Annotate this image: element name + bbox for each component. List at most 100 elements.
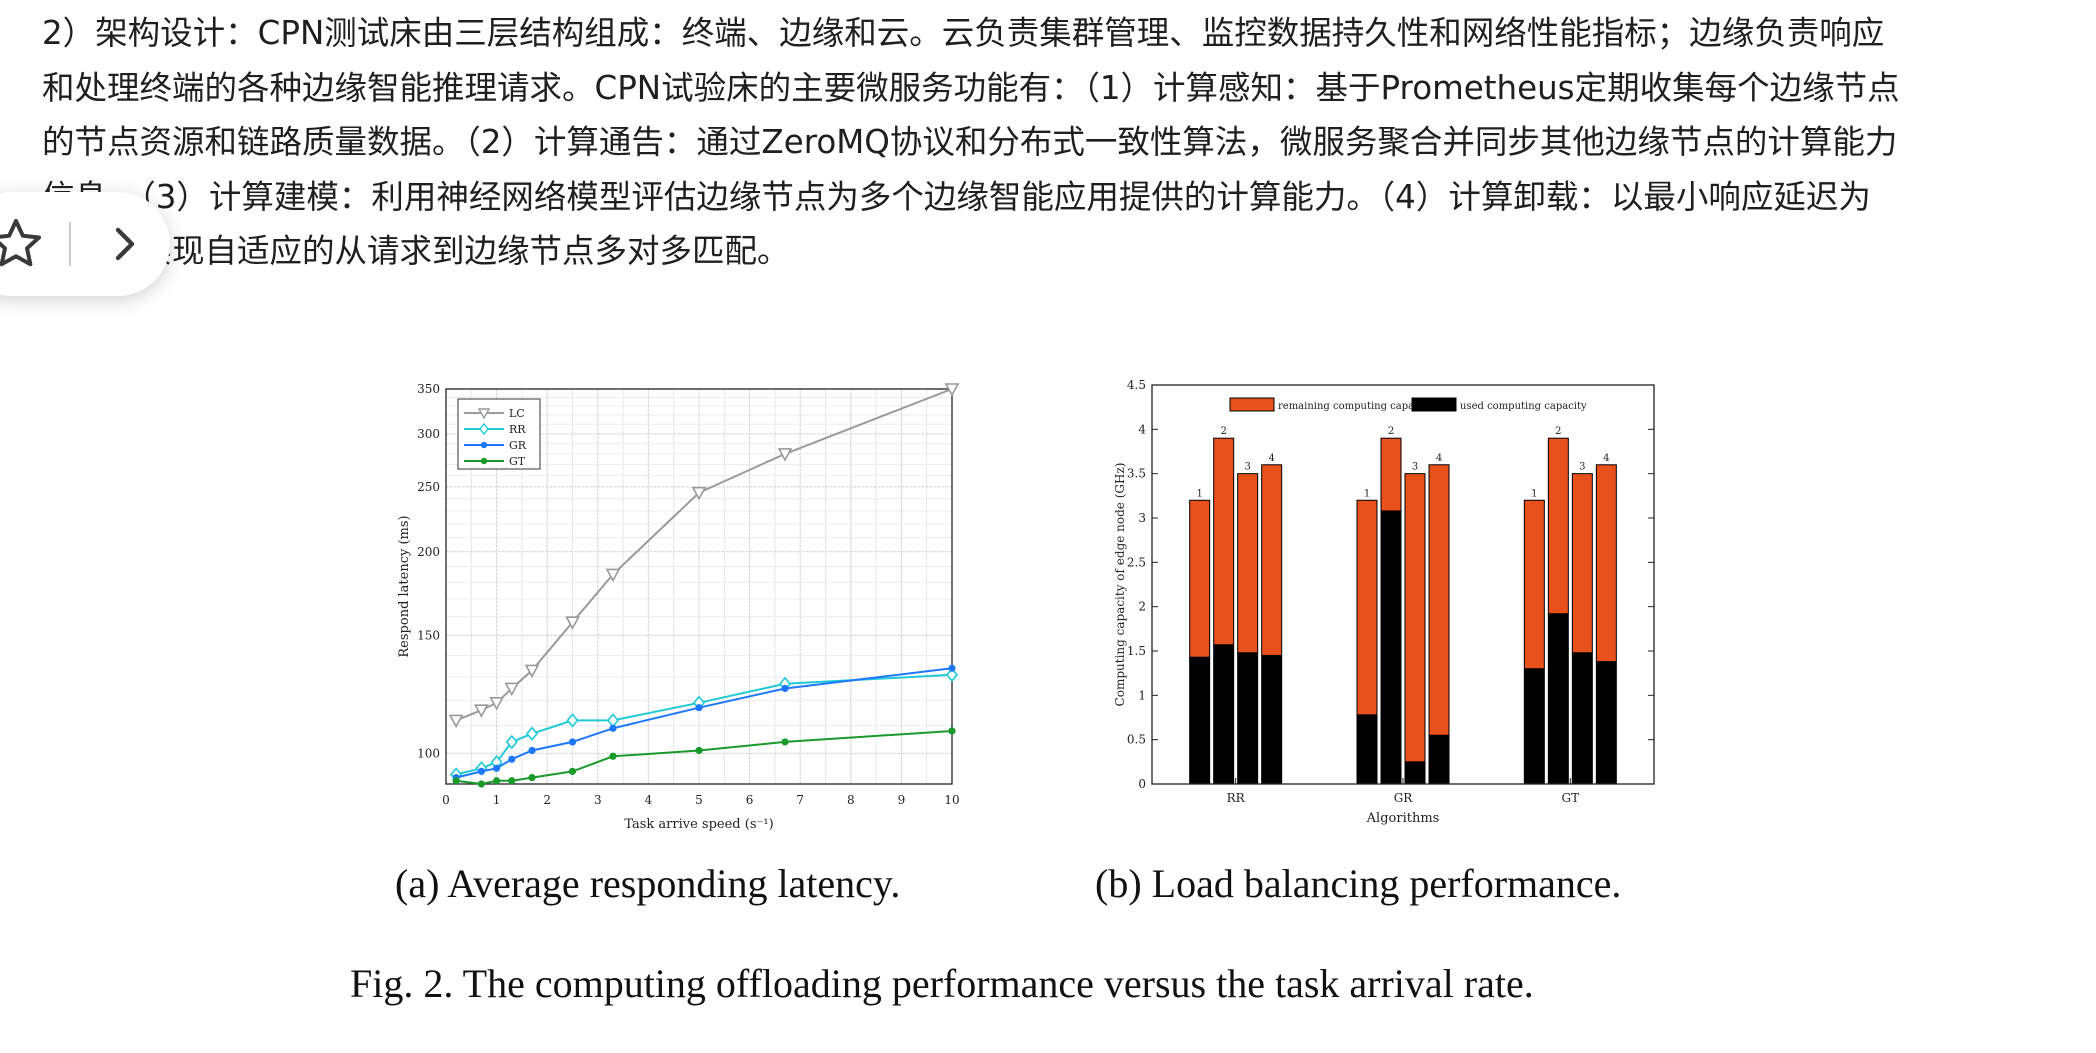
y-tick-label: 200 [417,545,440,559]
bar-node-label: 4 [1603,453,1609,464]
plot-frame [445,388,953,785]
data-point [474,704,489,718]
data-point [477,767,486,775]
data-point [781,684,789,693]
x-tick-label: 0 [442,793,450,807]
y-axis-label: Computing capacity of edge node (GHz) [1113,463,1127,707]
bar-node-label: 2 [1220,426,1226,437]
bar-remaining [1380,437,1402,512]
bar-remaining [1595,464,1617,663]
x-tick-label: 1 [493,793,501,807]
data-point [493,777,501,785]
star-icon[interactable] [0,214,46,274]
series-line-gr [455,667,953,779]
y-tick-label: 0.5 [1127,733,1146,747]
bar-node-label: 3 [1244,462,1250,473]
x-tick-label: 4 [645,793,653,807]
data-point [452,777,460,785]
paragraph-line: 和处理终端的各种边缘智能推理请求。CPN试验床的主要微服务功能有：（1）计算感知… [42,68,1900,107]
bar-remaining [1404,473,1426,763]
y-tick-label: 350 [417,382,440,396]
chevron-right-icon[interactable] [100,220,148,268]
y-tick-label: 250 [417,480,440,494]
latency-line-chart: 0 1 2 3 4 5 6 7 8 9 10 100 150 200 250 300 350 LC RR GR GT Ta… [397,382,960,832]
y-tick-label: 2 [1138,600,1146,614]
bar-remaining [1213,437,1235,646]
data-point [691,486,707,501]
data-point [695,704,703,712]
toolbar-divider [69,222,71,266]
caption-b: (b) Load balancing performance. [1095,861,1622,906]
data-point [448,714,464,729]
data-point [528,774,536,782]
data-point [609,752,617,760]
data-point [777,448,793,462]
bar-remaining [1571,473,1593,654]
x-axis-label: Task arrive speed (s⁻¹) [624,817,773,832]
caption-a: (a) Average responding latency. [395,861,901,906]
series-line-gt [455,730,953,786]
bar-used [1189,656,1211,785]
x-tick-label: 2 [543,793,551,807]
bar-node-label: 2 [1555,426,1561,437]
legend-marker [479,422,489,436]
x-tick-label: 5 [695,793,703,807]
legend-label: GT [509,455,526,468]
figure: 0 1 2 3 4 5 6 7 8 9 10 100 150 200 250 300 350 LC RR GR GT Ta… [0,350,2096,1053]
data-point [565,616,580,630]
bar-used [1380,510,1402,785]
load-balancing-bar-chart: 0 0.5 1 1.5 2 2.5 3 3.5 4 4.5 1 2 3 4 RR 1 2 3 4 GR 1 2 3 4 GT re… [1113,378,1655,826]
bar-used [1571,652,1593,785]
x-tick-label: 3 [594,793,602,807]
series-line-lc [455,388,953,722]
data-point [566,713,579,728]
data-point [508,777,516,785]
legend-marker [477,408,491,420]
y-tick-label: 2.5 [1127,555,1146,569]
paragraph-line: 的节点资源和链路质量数据。（2）计算通告：通过ZeroMQ协议和分布式一致性算法… [42,123,1898,161]
floating-toolbar [0,192,170,296]
legend-swatch [1229,397,1275,412]
data-point [477,780,486,788]
paragraph-line: 信息。（3）计算建模：利用神经网络模型评估边缘节点为多个边缘智能应用提供的计算能… [42,177,1871,216]
article-paragraph: 2）架构设计：CPN测试床由三层结构组成：终端、边缘和云。云负责集群管理、监控数… [42,6,2052,279]
legend-box [457,398,541,470]
legend-label: used computing capacity [1460,401,1587,412]
bar-node-label: 2 [1388,426,1394,437]
legend-label: RR [509,423,526,436]
data-point [948,664,956,672]
legend-label: remaining computing capacity [1278,401,1433,412]
y-tick-label: 4 [1138,422,1146,436]
data-point [695,746,703,755]
x-axis-label: Algorithms [1366,811,1440,826]
y-tick-label: 3 [1138,511,1146,525]
y-tick-label: 150 [417,628,440,642]
data-point [525,726,539,741]
bar-used [1428,734,1450,785]
plot-area [1152,385,1654,784]
bar-used [1404,761,1426,785]
data-point [781,738,789,746]
data-point [508,755,516,763]
data-point [944,383,960,397]
y-tick-label: 1.5 [1127,644,1146,658]
plot-frame [1151,384,1655,785]
y-tick-label: 100 [417,746,440,760]
bar-used [1237,652,1259,785]
y-tick-label: 1 [1138,688,1146,702]
legend-label: LC [509,407,525,420]
x-tick-label: 8 [847,793,855,807]
data-point [568,767,577,775]
x-tick-label: 6 [746,793,754,807]
figure-caption: Fig. 2. The computing offloading perform… [350,961,1534,1006]
x-tick-label: GT [1562,791,1580,805]
bar-remaining [1237,473,1259,654]
y-tick-label: 3.5 [1127,467,1146,481]
y-axis-label: Respond latency (ms) [397,515,412,657]
legend-marker [480,457,488,465]
data-point [524,664,540,679]
bar-node-label: 1 [1364,488,1370,499]
bar-used [1523,668,1545,785]
bar-node-label: 1 [1531,488,1537,499]
x-tick-label: 7 [796,793,804,807]
